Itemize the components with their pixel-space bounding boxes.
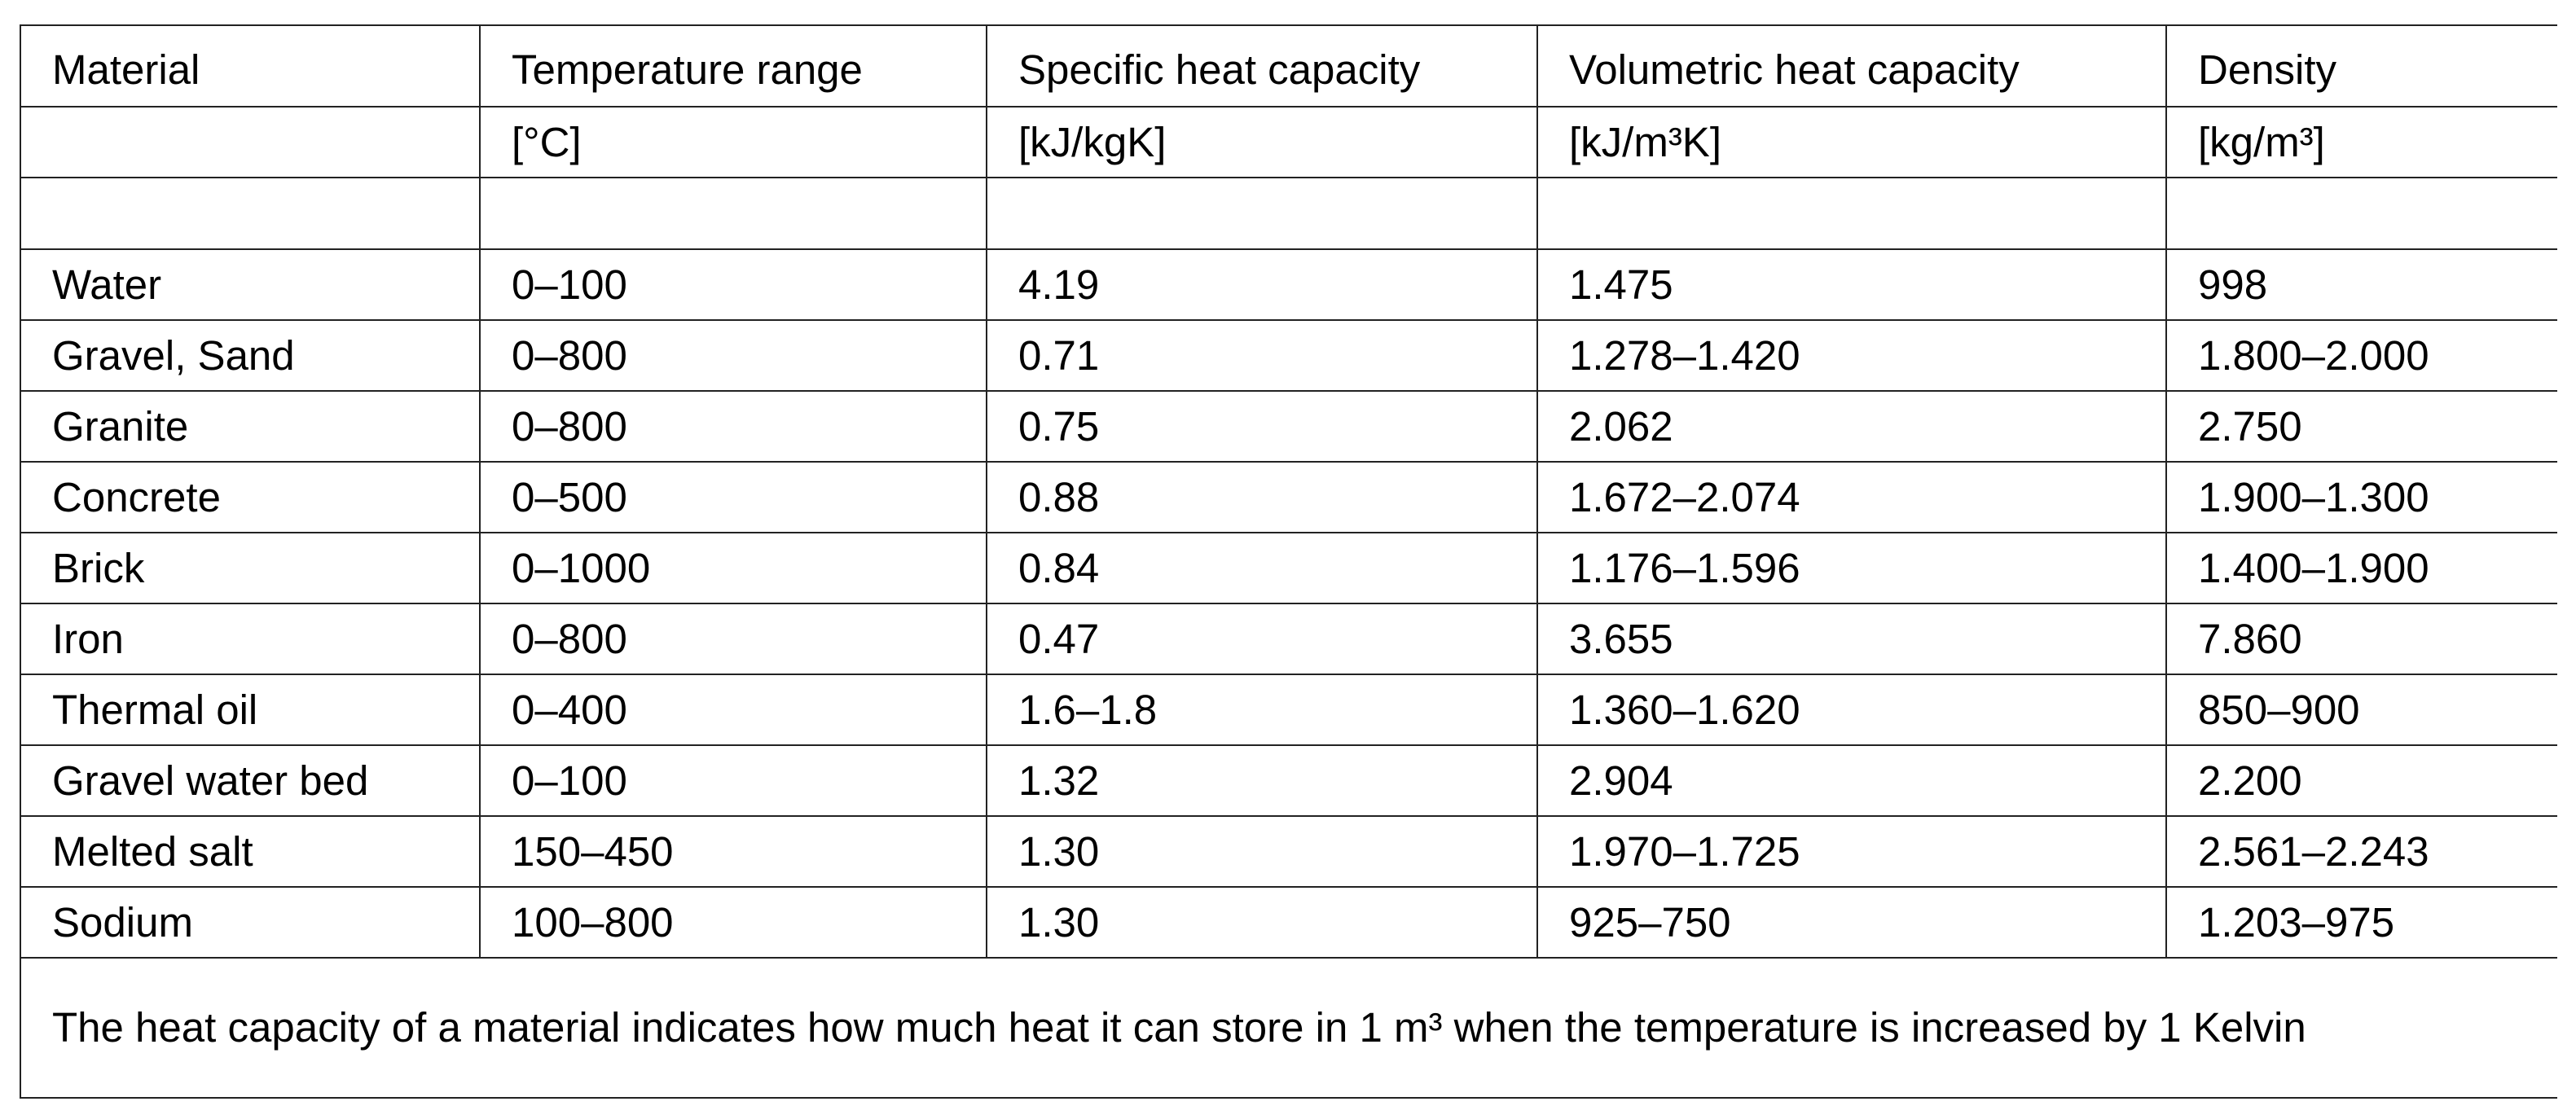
cell-material: Thermal oil xyxy=(20,674,480,746)
header-density: Density xyxy=(2165,24,2557,108)
cell-material: Melted salt xyxy=(20,815,480,888)
spacer-cell xyxy=(986,177,1537,250)
header-material: Material xyxy=(20,24,480,108)
cell-material: Iron xyxy=(20,603,480,675)
cell-material: Granite xyxy=(20,390,480,463)
table-row: Iron 0–800 0.47 3.655 7.860 xyxy=(20,603,2557,675)
cell-specific-heat: 0.88 xyxy=(986,461,1537,533)
cell-volumetric-heat: 1.672–2.074 xyxy=(1536,461,2166,533)
cell-temperature-range: 100–800 xyxy=(479,886,987,959)
table-row: Brick 0–1000 0.84 1.176–1.596 1.400–1.90… xyxy=(20,532,2557,604)
note-row: The heat capacity of a material indicate… xyxy=(20,957,2557,1099)
cell-specific-heat: 0.84 xyxy=(986,532,1537,604)
spacer-cell xyxy=(20,177,480,250)
table-row: Melted salt 150–450 1.30 1.970–1.725 2.5… xyxy=(20,815,2557,888)
cell-specific-heat: 1.32 xyxy=(986,744,1537,817)
cell-material: Concrete xyxy=(20,461,480,533)
spacer-cell xyxy=(1536,177,2166,250)
cell-density: 1.800–2.000 xyxy=(2165,319,2557,392)
cell-material: Gravel water bed xyxy=(20,744,480,817)
cell-density: 998 xyxy=(2165,248,2557,321)
table-row: Gravel water bed 0–100 1.32 2.904 2.200 xyxy=(20,744,2557,817)
cell-volumetric-heat: 925–750 xyxy=(1536,886,2166,959)
cell-specific-heat: 1.30 xyxy=(986,815,1537,888)
cell-temperature-range: 0–500 xyxy=(479,461,987,533)
cell-density: 1.400–1.900 xyxy=(2165,532,2557,604)
cell-temperature-range: 0–400 xyxy=(479,674,987,746)
cell-volumetric-heat: 1.475 xyxy=(1536,248,2166,321)
table-row: Gravel, Sand 0–800 0.71 1.278–1.420 1.80… xyxy=(20,319,2557,392)
table-row: Concrete 0–500 0.88 1.672–2.074 1.900–1.… xyxy=(20,461,2557,533)
cell-density: 2.561–2.243 xyxy=(2165,815,2557,888)
unit-material xyxy=(20,106,480,178)
cell-volumetric-heat: 1.176–1.596 xyxy=(1536,532,2166,604)
cell-specific-heat: 0.75 xyxy=(986,390,1537,463)
cell-volumetric-heat: 1.970–1.725 xyxy=(1536,815,2166,888)
cell-temperature-range: 0–100 xyxy=(479,248,987,321)
cell-volumetric-heat: 2.062 xyxy=(1536,390,2166,463)
cell-specific-heat: 0.71 xyxy=(986,319,1537,392)
cell-volumetric-heat: 1.360–1.620 xyxy=(1536,674,2166,746)
cell-specific-heat: 4.19 xyxy=(986,248,1537,321)
cell-density: 850–900 xyxy=(2165,674,2557,746)
cell-density: 1.203–975 xyxy=(2165,886,2557,959)
cell-specific-heat: 1.6–1.8 xyxy=(986,674,1537,746)
unit-volumetric-heat-capacity: [kJ/m³K] xyxy=(1536,106,2166,178)
cell-temperature-range: 150–450 xyxy=(479,815,987,888)
cell-temperature-range: 0–100 xyxy=(479,744,987,817)
cell-temperature-range: 0–1000 xyxy=(479,532,987,604)
cell-density: 7.860 xyxy=(2165,603,2557,675)
spacer-cell xyxy=(2165,177,2557,250)
unit-specific-heat-capacity: [kJ/kgK] xyxy=(986,106,1537,178)
header-specific-heat-capacity: Specific heat capacity xyxy=(986,24,1537,108)
cell-material: Gravel, Sand xyxy=(20,319,480,392)
table-row: Sodium 100–800 1.30 925–750 1.203–975 xyxy=(20,886,2557,959)
cell-density: 1.900–1.300 xyxy=(2165,461,2557,533)
header-temperature-range: Temperature range xyxy=(479,24,987,108)
cell-specific-heat: 1.30 xyxy=(986,886,1537,959)
table-row: Thermal oil 0–400 1.6–1.8 1.360–1.620 85… xyxy=(20,674,2557,746)
cell-density: 2.750 xyxy=(2165,390,2557,463)
header-row: Material Temperature range Specific heat… xyxy=(20,24,2557,108)
cell-volumetric-heat: 1.278–1.420 xyxy=(1536,319,2166,392)
cell-material: Sodium xyxy=(20,886,480,959)
cell-volumetric-heat: 2.904 xyxy=(1536,744,2166,817)
unit-row: [°C] [kJ/kgK] [kJ/m³K] [kg/m³] xyxy=(20,106,2557,178)
cell-material: Brick xyxy=(20,532,480,604)
cell-temperature-range: 0–800 xyxy=(479,390,987,463)
table-row: Water 0–100 4.19 1.475 998 xyxy=(20,248,2557,321)
unit-temperature-range: [°C] xyxy=(479,106,987,178)
cell-material: Water xyxy=(20,248,480,321)
table-row: Granite 0–800 0.75 2.062 2.750 xyxy=(20,390,2557,463)
spacer-cell xyxy=(479,177,987,250)
cell-temperature-range: 0–800 xyxy=(479,603,987,675)
cell-volumetric-heat: 3.655 xyxy=(1536,603,2166,675)
cell-specific-heat: 0.47 xyxy=(986,603,1537,675)
header-volumetric-heat-capacity: Volumetric heat capacity xyxy=(1536,24,2166,108)
cell-temperature-range: 0–800 xyxy=(479,319,987,392)
cell-density: 2.200 xyxy=(2165,744,2557,817)
unit-density: [kg/m³] xyxy=(2165,106,2557,178)
table-footnote: The heat capacity of a material indicate… xyxy=(20,957,2557,1099)
spacer-row xyxy=(20,177,2557,250)
heat-capacity-table: Material Temperature range Specific heat… xyxy=(20,24,2557,1099)
